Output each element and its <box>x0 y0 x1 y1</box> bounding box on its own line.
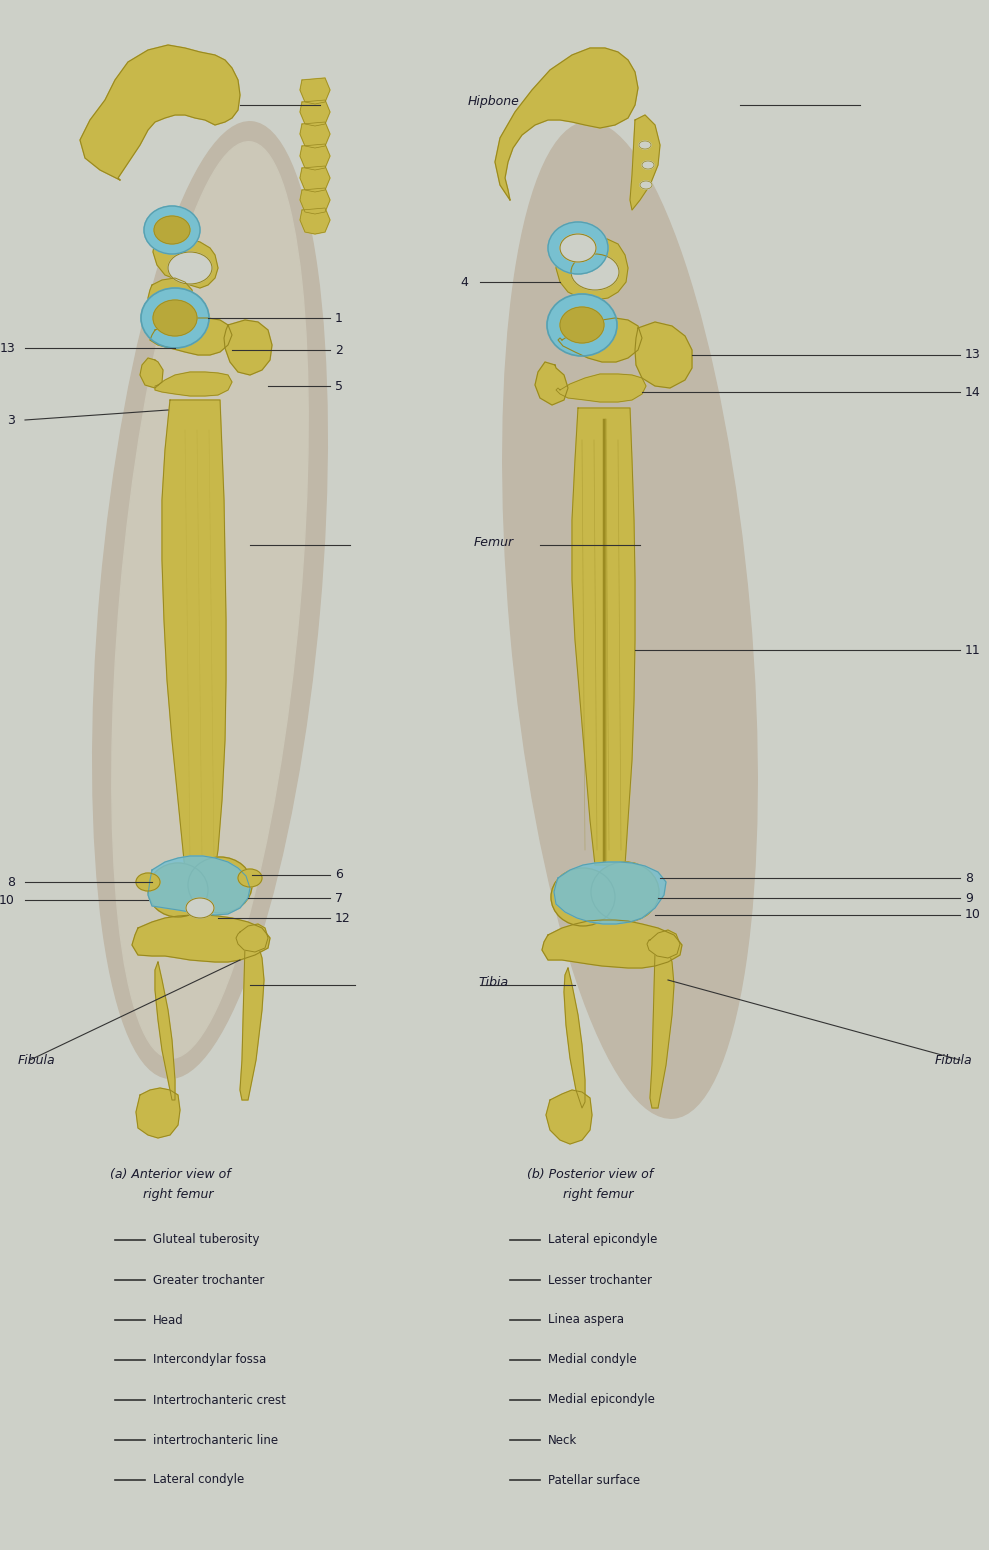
Polygon shape <box>554 862 666 924</box>
Ellipse shape <box>148 863 208 918</box>
Text: 10: 10 <box>965 908 981 922</box>
Ellipse shape <box>560 307 604 343</box>
Polygon shape <box>150 318 232 355</box>
Ellipse shape <box>136 873 160 891</box>
Polygon shape <box>153 236 218 288</box>
Text: 13: 13 <box>0 341 15 355</box>
Polygon shape <box>132 914 270 963</box>
Polygon shape <box>542 921 682 969</box>
Text: Linea aspera: Linea aspera <box>548 1313 624 1327</box>
Text: 5: 5 <box>335 380 343 392</box>
Text: 12: 12 <box>335 911 351 924</box>
Text: (a) Anterior view of: (a) Anterior view of <box>110 1169 230 1181</box>
Text: Intercondylar fossa: Intercondylar fossa <box>153 1353 266 1367</box>
Ellipse shape <box>168 253 212 284</box>
Ellipse shape <box>238 870 262 887</box>
Polygon shape <box>155 372 232 395</box>
Text: (b) Posterior view of: (b) Posterior view of <box>527 1169 653 1181</box>
Polygon shape <box>300 208 330 234</box>
Ellipse shape <box>547 294 617 356</box>
Polygon shape <box>630 115 660 209</box>
Polygon shape <box>236 924 268 952</box>
Ellipse shape <box>154 215 190 243</box>
Text: 10: 10 <box>0 893 15 907</box>
Text: 11: 11 <box>965 643 981 657</box>
Text: Lateral condyle: Lateral condyle <box>153 1474 244 1486</box>
Polygon shape <box>546 1090 592 1144</box>
Text: right femur: right femur <box>547 1187 633 1201</box>
Ellipse shape <box>642 161 654 169</box>
Polygon shape <box>558 318 642 363</box>
Ellipse shape <box>93 122 327 1079</box>
Ellipse shape <box>591 862 659 922</box>
Polygon shape <box>564 969 585 1108</box>
Text: Fibula: Fibula <box>935 1054 972 1066</box>
Text: Neck: Neck <box>548 1434 578 1446</box>
Text: 6: 6 <box>335 868 343 882</box>
Text: Tibia: Tibia <box>479 975 509 989</box>
Ellipse shape <box>560 234 596 262</box>
Polygon shape <box>155 963 175 1100</box>
Text: Patellar surface: Patellar surface <box>548 1474 640 1486</box>
Text: Gluteal tuberosity: Gluteal tuberosity <box>153 1234 259 1246</box>
Text: 9: 9 <box>965 891 973 905</box>
Polygon shape <box>240 939 264 1100</box>
Polygon shape <box>162 400 226 870</box>
Polygon shape <box>80 45 240 180</box>
Ellipse shape <box>639 141 651 149</box>
Text: 1: 1 <box>335 312 343 324</box>
Polygon shape <box>148 277 194 326</box>
Ellipse shape <box>571 254 619 290</box>
Ellipse shape <box>502 122 758 1118</box>
Text: Lateral epicondyle: Lateral epicondyle <box>548 1234 658 1246</box>
Text: 7: 7 <box>335 891 343 905</box>
Polygon shape <box>300 101 330 126</box>
Polygon shape <box>556 374 646 401</box>
Text: Head: Head <box>153 1313 184 1327</box>
Polygon shape <box>572 408 635 865</box>
Text: 8: 8 <box>7 876 15 888</box>
Polygon shape <box>148 856 250 914</box>
Ellipse shape <box>640 181 652 189</box>
Ellipse shape <box>188 857 252 913</box>
Text: Greater trochanter: Greater trochanter <box>153 1274 264 1286</box>
Text: 13: 13 <box>965 349 981 361</box>
Polygon shape <box>556 236 628 301</box>
Text: 4: 4 <box>460 276 468 288</box>
Polygon shape <box>300 188 330 214</box>
Ellipse shape <box>144 206 200 254</box>
Ellipse shape <box>153 301 197 336</box>
Ellipse shape <box>186 897 214 918</box>
Text: Intertrochanteric crest: Intertrochanteric crest <box>153 1393 286 1406</box>
Text: Hipbone: Hipbone <box>468 96 520 108</box>
Text: intertrochanteric line: intertrochanteric line <box>153 1434 278 1446</box>
Polygon shape <box>495 48 638 200</box>
Text: right femur: right femur <box>127 1187 214 1201</box>
Polygon shape <box>647 930 680 958</box>
Text: 2: 2 <box>335 344 343 357</box>
Ellipse shape <box>548 222 608 274</box>
Text: 14: 14 <box>965 386 981 398</box>
Polygon shape <box>300 166 330 192</box>
Polygon shape <box>300 78 330 104</box>
Ellipse shape <box>141 288 209 349</box>
Text: Femur: Femur <box>474 535 514 549</box>
Text: Medial epicondyle: Medial epicondyle <box>548 1393 655 1406</box>
Ellipse shape <box>551 868 615 925</box>
Text: Lesser trochanter: Lesser trochanter <box>548 1274 652 1286</box>
Text: Fibula: Fibula <box>18 1054 55 1066</box>
Text: 3: 3 <box>7 414 15 426</box>
Polygon shape <box>300 144 330 170</box>
Ellipse shape <box>112 141 309 1059</box>
Polygon shape <box>140 358 163 388</box>
Polygon shape <box>136 1088 180 1138</box>
Text: 8: 8 <box>965 871 973 885</box>
Polygon shape <box>224 319 272 375</box>
Polygon shape <box>300 122 330 147</box>
Text: Medial condyle: Medial condyle <box>548 1353 637 1367</box>
Polygon shape <box>635 322 692 388</box>
Polygon shape <box>535 363 568 405</box>
Polygon shape <box>650 946 674 1108</box>
